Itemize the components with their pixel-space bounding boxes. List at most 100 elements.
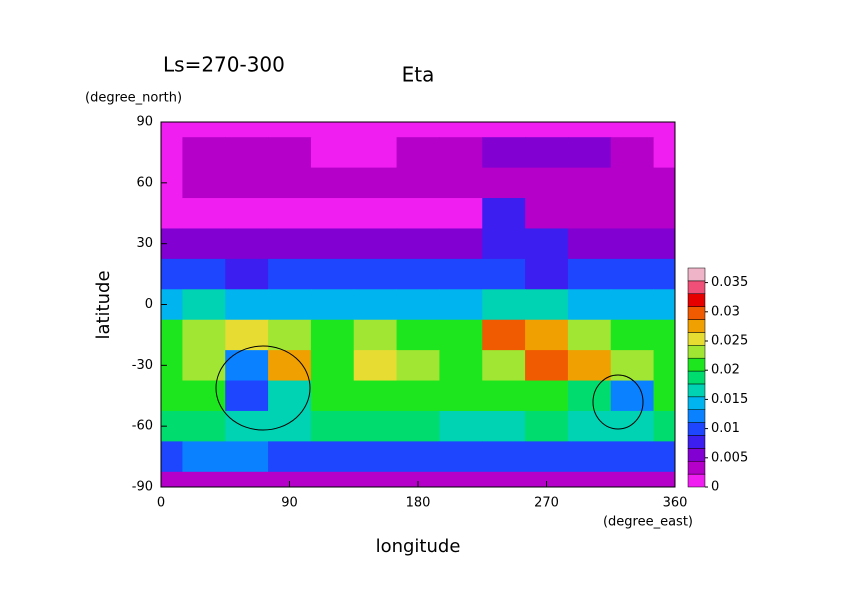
contour-cell <box>225 319 269 351</box>
colorbar-box <box>687 306 706 320</box>
colorbar-box <box>687 345 706 359</box>
contour-cell <box>610 350 655 382</box>
contour-cell <box>161 350 183 382</box>
contour-cell <box>482 410 526 442</box>
contour-cell <box>439 319 483 351</box>
contour-cell <box>610 380 655 412</box>
contour-cell <box>439 471 483 488</box>
contour-cell <box>482 441 526 473</box>
contour-cell <box>353 122 398 138</box>
contour-cell <box>653 380 676 412</box>
contour-cell <box>567 198 612 229</box>
contour-cell <box>182 350 226 382</box>
contour-cell <box>482 167 526 199</box>
x-axis-label: longitude <box>376 536 461 557</box>
colorbar-box <box>687 422 706 436</box>
colorbar-box <box>687 383 706 398</box>
contour-cell <box>268 137 312 169</box>
y-tick-label: 30 <box>136 236 153 251</box>
contour-cell <box>268 380 312 412</box>
contour-cell <box>525 380 569 412</box>
contour-cell <box>567 350 612 382</box>
contour-cell <box>610 198 655 229</box>
contour-cell <box>610 319 655 351</box>
contour-cell <box>161 137 183 169</box>
y-tick-label: -30 <box>132 358 153 373</box>
contour-cell <box>396 319 440 351</box>
x-units: (degree_east) <box>603 515 693 530</box>
contour-cell <box>182 380 226 412</box>
contour-cell <box>396 380 440 412</box>
contour-cell <box>182 228 226 260</box>
contour-cell <box>567 441 612 473</box>
contour-cell <box>268 167 312 199</box>
contour-cell <box>225 350 269 382</box>
contour-cell <box>439 258 483 290</box>
y-tick-label: 90 <box>136 115 153 130</box>
contour-cell <box>482 319 526 351</box>
contour-cell <box>482 198 526 229</box>
x-tick-label: 270 <box>534 496 559 511</box>
contour-cell <box>567 122 612 138</box>
contour-cell <box>310 471 355 488</box>
contour-cell <box>182 137 226 169</box>
contour-cell <box>653 319 676 351</box>
contour-cell <box>439 410 483 442</box>
colorbar-box <box>687 370 706 385</box>
contour-line <box>592 374 644 430</box>
contour-cell <box>439 137 483 169</box>
contour-cell <box>353 289 398 321</box>
contour-cell <box>310 258 355 290</box>
contour-cell <box>396 441 440 473</box>
contour-cell <box>482 289 526 321</box>
colorbar-label: 0 <box>711 480 719 495</box>
contour-cell <box>653 410 676 442</box>
contour-cell <box>182 258 226 290</box>
contour-cell <box>225 228 269 260</box>
contour-cell <box>525 441 569 473</box>
contour-cell <box>610 289 655 321</box>
contour-cell <box>268 441 312 473</box>
contour-cell <box>396 228 440 260</box>
contour-cell <box>610 137 655 169</box>
colorbar-box <box>687 267 706 282</box>
contour-cell <box>653 258 676 290</box>
contour-cell <box>225 441 269 473</box>
contour-cell <box>310 410 355 442</box>
x-tick-label: 360 <box>663 496 688 511</box>
contour-cell <box>610 471 655 488</box>
contour-cell <box>225 410 269 442</box>
contour-cell <box>161 441 183 473</box>
chart-title: Eta <box>402 63 435 87</box>
colorbar-label: 0.035 <box>711 275 748 290</box>
contour-cell <box>525 350 569 382</box>
contour-cell <box>567 319 612 351</box>
contour-cell <box>482 137 526 169</box>
contour-cell <box>525 471 569 488</box>
contour-cell <box>268 122 312 138</box>
contour-cell <box>653 289 676 321</box>
colorbar-box <box>687 396 706 410</box>
contour-cell <box>353 380 398 412</box>
contour-cell <box>567 289 612 321</box>
contour-cell <box>182 319 226 351</box>
contour-cell <box>225 122 269 138</box>
contour-cell <box>396 198 440 229</box>
contour-cell <box>525 167 569 199</box>
contour-cell <box>225 137 269 169</box>
contour-cell <box>439 350 483 382</box>
contour-cell <box>610 410 655 442</box>
contour-cell <box>182 289 226 321</box>
contour-cell <box>439 122 483 138</box>
colorbar-box <box>687 357 706 372</box>
colorbar-label: 0.02 <box>711 363 740 378</box>
colorbar-label: 0.03 <box>711 304 740 319</box>
contour-cell <box>310 167 355 199</box>
contour-cell <box>482 228 526 260</box>
contour-cell <box>396 122 440 138</box>
contour-cell <box>268 258 312 290</box>
contour-cell <box>525 319 569 351</box>
contour-cell <box>225 198 269 229</box>
contour-cell <box>567 410 612 442</box>
